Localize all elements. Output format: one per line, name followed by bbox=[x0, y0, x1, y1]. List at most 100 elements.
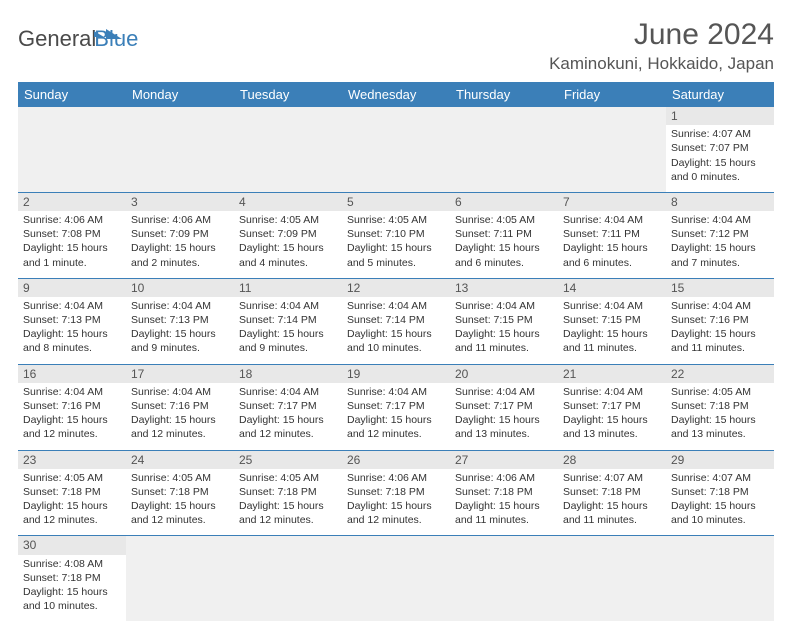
daylight-line: Daylight: 15 hours and 11 minutes. bbox=[563, 499, 661, 527]
day-number: 30 bbox=[18, 536, 126, 554]
calendar-cell-blank bbox=[234, 107, 342, 192]
day-number: 28 bbox=[558, 451, 666, 469]
daylight-line: Daylight: 15 hours and 12 minutes. bbox=[131, 499, 229, 527]
daylight-line: Daylight: 15 hours and 11 minutes. bbox=[671, 327, 769, 355]
calendar-cell: 2Sunrise: 4:06 AMSunset: 7:08 PMDaylight… bbox=[18, 192, 126, 278]
sunrise-line: Sunrise: 4:07 AM bbox=[671, 127, 769, 141]
sunrise-line: Sunrise: 4:04 AM bbox=[671, 213, 769, 227]
sunrise-line: Sunrise: 4:04 AM bbox=[455, 385, 553, 399]
day-number: 13 bbox=[450, 279, 558, 297]
calendar-cell: 4Sunrise: 4:05 AMSunset: 7:09 PMDaylight… bbox=[234, 192, 342, 278]
calendar-row: 23Sunrise: 4:05 AMSunset: 7:18 PMDayligh… bbox=[18, 450, 774, 536]
calendar-cell: 7Sunrise: 4:04 AMSunset: 7:11 PMDaylight… bbox=[558, 192, 666, 278]
daylight-line: Daylight: 15 hours and 11 minutes. bbox=[455, 499, 553, 527]
sunset-line: Sunset: 7:18 PM bbox=[347, 485, 445, 499]
daylight-line: Daylight: 15 hours and 7 minutes. bbox=[671, 241, 769, 269]
daylight-line: Daylight: 15 hours and 13 minutes. bbox=[455, 413, 553, 441]
sunset-line: Sunset: 7:08 PM bbox=[23, 227, 121, 241]
daylight-line: Daylight: 15 hours and 12 minutes. bbox=[239, 499, 337, 527]
sunrise-line: Sunrise: 4:04 AM bbox=[563, 385, 661, 399]
day-number: 16 bbox=[18, 365, 126, 383]
day-number: 9 bbox=[18, 279, 126, 297]
daylight-line: Daylight: 15 hours and 13 minutes. bbox=[671, 413, 769, 441]
daylight-line: Daylight: 15 hours and 11 minutes. bbox=[455, 327, 553, 355]
day-number: 17 bbox=[126, 365, 234, 383]
day-number: 24 bbox=[126, 451, 234, 469]
calendar-cell: 28Sunrise: 4:07 AMSunset: 7:18 PMDayligh… bbox=[558, 450, 666, 536]
calendar-cell: 5Sunrise: 4:05 AMSunset: 7:10 PMDaylight… bbox=[342, 192, 450, 278]
location-subtitle: Kaminokuni, Hokkaido, Japan bbox=[549, 54, 774, 74]
day-number: 29 bbox=[666, 451, 774, 469]
sunrise-line: Sunrise: 4:04 AM bbox=[239, 299, 337, 313]
calendar-row: 2Sunrise: 4:06 AMSunset: 7:08 PMDaylight… bbox=[18, 192, 774, 278]
day-number: 22 bbox=[666, 365, 774, 383]
day-number: 7 bbox=[558, 193, 666, 211]
sunset-line: Sunset: 7:18 PM bbox=[455, 485, 553, 499]
sunset-line: Sunset: 7:18 PM bbox=[671, 399, 769, 413]
weekday-header: Tuesday bbox=[234, 82, 342, 107]
sunset-line: Sunset: 7:18 PM bbox=[23, 485, 121, 499]
sunrise-line: Sunrise: 4:04 AM bbox=[563, 299, 661, 313]
daylight-line: Daylight: 15 hours and 10 minutes. bbox=[671, 499, 769, 527]
sunrise-line: Sunrise: 4:05 AM bbox=[347, 213, 445, 227]
calendar-cell-blank bbox=[450, 536, 558, 621]
calendar-cell: 9Sunrise: 4:04 AMSunset: 7:13 PMDaylight… bbox=[18, 278, 126, 364]
sunrise-line: Sunrise: 4:06 AM bbox=[455, 471, 553, 485]
sunset-line: Sunset: 7:13 PM bbox=[23, 313, 121, 327]
sunset-line: Sunset: 7:13 PM bbox=[131, 313, 229, 327]
daylight-line: Daylight: 15 hours and 10 minutes. bbox=[23, 585, 121, 613]
calendar-cell: 1Sunrise: 4:07 AMSunset: 7:07 PMDaylight… bbox=[666, 107, 774, 192]
calendar-cell: 17Sunrise: 4:04 AMSunset: 7:16 PMDayligh… bbox=[126, 364, 234, 450]
daylight-line: Daylight: 15 hours and 6 minutes. bbox=[563, 241, 661, 269]
sunset-line: Sunset: 7:15 PM bbox=[563, 313, 661, 327]
calendar-cell: 11Sunrise: 4:04 AMSunset: 7:14 PMDayligh… bbox=[234, 278, 342, 364]
calendar-row: 9Sunrise: 4:04 AMSunset: 7:13 PMDaylight… bbox=[18, 278, 774, 364]
sunset-line: Sunset: 7:14 PM bbox=[239, 313, 337, 327]
day-number: 10 bbox=[126, 279, 234, 297]
sunrise-line: Sunrise: 4:04 AM bbox=[131, 299, 229, 313]
day-number: 4 bbox=[234, 193, 342, 211]
daylight-line: Daylight: 15 hours and 5 minutes. bbox=[347, 241, 445, 269]
day-number: 23 bbox=[18, 451, 126, 469]
calendar-cell-blank bbox=[450, 107, 558, 192]
calendar-cell-blank bbox=[18, 107, 126, 192]
sunset-line: Sunset: 7:18 PM bbox=[23, 571, 121, 585]
daylight-line: Daylight: 15 hours and 12 minutes. bbox=[23, 499, 121, 527]
sunrise-line: Sunrise: 4:04 AM bbox=[671, 299, 769, 313]
logo-text-general: General bbox=[18, 26, 96, 52]
sunset-line: Sunset: 7:12 PM bbox=[671, 227, 769, 241]
sunset-line: Sunset: 7:15 PM bbox=[455, 313, 553, 327]
logo-text-blue: Blue bbox=[94, 26, 138, 52]
weekday-header: Friday bbox=[558, 82, 666, 107]
sunset-line: Sunset: 7:07 PM bbox=[671, 141, 769, 155]
sunset-line: Sunset: 7:11 PM bbox=[563, 227, 661, 241]
page-header: General Blue June 2024 Kaminokuni, Hokka… bbox=[18, 18, 774, 74]
calendar-cell-blank bbox=[558, 107, 666, 192]
day-number: 18 bbox=[234, 365, 342, 383]
sunset-line: Sunset: 7:10 PM bbox=[347, 227, 445, 241]
daylight-line: Daylight: 15 hours and 6 minutes. bbox=[455, 241, 553, 269]
sunrise-line: Sunrise: 4:06 AM bbox=[347, 471, 445, 485]
day-number: 25 bbox=[234, 451, 342, 469]
calendar-cell: 23Sunrise: 4:05 AMSunset: 7:18 PMDayligh… bbox=[18, 450, 126, 536]
daylight-line: Daylight: 15 hours and 1 minute. bbox=[23, 241, 121, 269]
calendar-cell: 27Sunrise: 4:06 AMSunset: 7:18 PMDayligh… bbox=[450, 450, 558, 536]
weekday-header-row: SundayMondayTuesdayWednesdayThursdayFrid… bbox=[18, 82, 774, 107]
daylight-line: Daylight: 15 hours and 10 minutes. bbox=[347, 327, 445, 355]
logo: General Blue bbox=[18, 26, 138, 52]
day-number: 26 bbox=[342, 451, 450, 469]
daylight-line: Daylight: 15 hours and 8 minutes. bbox=[23, 327, 121, 355]
calendar-cell: 18Sunrise: 4:04 AMSunset: 7:17 PMDayligh… bbox=[234, 364, 342, 450]
sunrise-line: Sunrise: 4:04 AM bbox=[347, 299, 445, 313]
calendar-cell: 14Sunrise: 4:04 AMSunset: 7:15 PMDayligh… bbox=[558, 278, 666, 364]
daylight-line: Daylight: 15 hours and 9 minutes. bbox=[131, 327, 229, 355]
sunset-line: Sunset: 7:18 PM bbox=[563, 485, 661, 499]
calendar-thead: SundayMondayTuesdayWednesdayThursdayFrid… bbox=[18, 82, 774, 107]
day-number: 19 bbox=[342, 365, 450, 383]
calendar-cell: 29Sunrise: 4:07 AMSunset: 7:18 PMDayligh… bbox=[666, 450, 774, 536]
calendar-cell: 3Sunrise: 4:06 AMSunset: 7:09 PMDaylight… bbox=[126, 192, 234, 278]
calendar-cell: 19Sunrise: 4:04 AMSunset: 7:17 PMDayligh… bbox=[342, 364, 450, 450]
calendar-row: 1Sunrise: 4:07 AMSunset: 7:07 PMDaylight… bbox=[18, 107, 774, 192]
daylight-line: Daylight: 15 hours and 12 minutes. bbox=[239, 413, 337, 441]
daylight-line: Daylight: 15 hours and 13 minutes. bbox=[563, 413, 661, 441]
